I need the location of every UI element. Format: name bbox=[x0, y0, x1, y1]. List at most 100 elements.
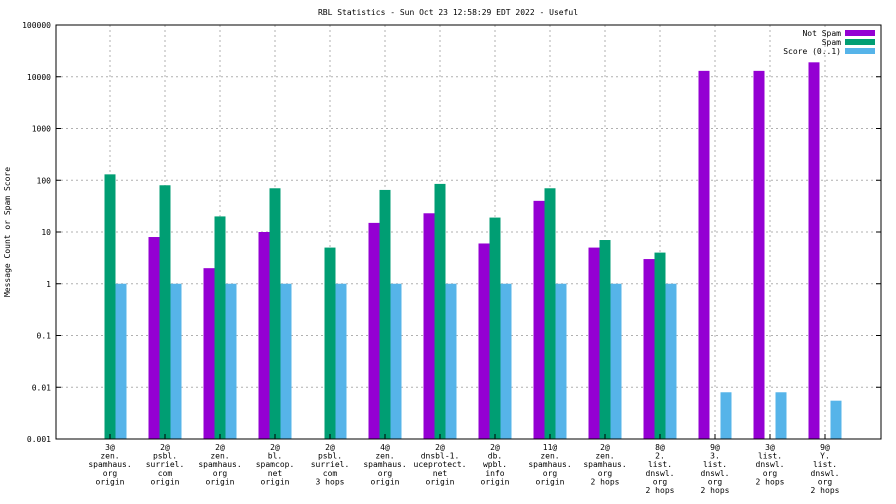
y-tick-label: 1000 bbox=[32, 125, 51, 134]
x-tick-label-line: zen. bbox=[595, 452, 614, 461]
x-tick-label-line: spamcop. bbox=[256, 460, 295, 469]
x-tick-label: 2@ dnsbl-1. uceprotect. net origin bbox=[414, 443, 467, 486]
x-tick-label-line: list. bbox=[648, 460, 672, 469]
x-tick-label-line: net bbox=[433, 469, 448, 478]
x-tick-label-line: dnswl. bbox=[701, 469, 730, 478]
y-tick-label: 10 bbox=[41, 228, 51, 237]
bar-spam bbox=[104, 174, 116, 439]
y-axis-label: Message Count or Spam Score bbox=[3, 167, 12, 297]
x-tick-label-line: 2@ bbox=[215, 443, 225, 452]
x-tick-label-line: spamhaus. bbox=[363, 460, 406, 469]
bar-spam bbox=[544, 188, 556, 439]
bar-score bbox=[555, 283, 567, 439]
x-tick-label-line: net bbox=[268, 469, 283, 478]
bar-not-spam bbox=[533, 200, 545, 439]
bar-not-spam bbox=[368, 222, 380, 439]
x-tick-label-line: info bbox=[485, 469, 504, 478]
x-tick-label: 2@ zen. spamhaus. org 2 hops bbox=[583, 443, 626, 486]
x-tick-label-line: list. bbox=[703, 460, 727, 469]
x-tick-label-line: 2@ bbox=[490, 443, 500, 452]
bar-score bbox=[720, 392, 732, 439]
bar-score bbox=[115, 283, 127, 439]
y-tick-label: 0.1 bbox=[37, 332, 52, 341]
x-tick-label-line: 9@ bbox=[820, 443, 830, 452]
legend-label: Score (0..1) bbox=[783, 47, 841, 56]
bar-spam bbox=[654, 252, 666, 439]
x-tick-label-line: origin bbox=[151, 477, 180, 486]
x-tick-label-line: com bbox=[158, 469, 173, 478]
bar-not-spam bbox=[423, 213, 435, 439]
x-tick-label-line: origin bbox=[96, 477, 125, 486]
bar-score bbox=[335, 283, 347, 439]
chart-title: RBL Statistics - Sun Oct 23 12:58:29 EDT… bbox=[318, 8, 578, 17]
plot-frame bbox=[55, 24, 882, 440]
x-tick-label-line: dnswl. bbox=[756, 460, 785, 469]
x-tick-label-line: org bbox=[598, 469, 613, 478]
x-tick-label-line: dnswl. bbox=[811, 469, 840, 478]
x-tick-label-line: bl. bbox=[268, 452, 282, 461]
x-tick-label-line: spamhaus. bbox=[88, 460, 131, 469]
x-tick-label-line: org bbox=[818, 477, 833, 486]
bar-spam bbox=[489, 217, 501, 439]
x-tick-label-line: psbl. bbox=[153, 452, 177, 461]
bar-score bbox=[665, 283, 677, 439]
x-tick-label-line: com bbox=[323, 469, 338, 478]
x-tick-label-line: wpbl. bbox=[483, 460, 507, 469]
bar-spam bbox=[324, 247, 336, 439]
x-tick-label-line: dnswl. bbox=[646, 469, 675, 478]
x-tick-label-line: 3 hops bbox=[316, 477, 345, 486]
bar-score bbox=[170, 283, 182, 439]
x-tick-label: 9@ 3. list. dnswl. org 2 hops bbox=[701, 443, 730, 495]
y-tick-label: 0.01 bbox=[32, 383, 51, 392]
x-tick-label-line: 3@ bbox=[765, 443, 775, 452]
bar-not-spam bbox=[643, 259, 655, 439]
bars bbox=[104, 62, 842, 440]
x-tick-label-line: origin bbox=[206, 477, 235, 486]
y-tick-label: 1 bbox=[46, 280, 51, 289]
x-tick-label-line: zen. bbox=[100, 452, 119, 461]
bar-score bbox=[610, 283, 622, 439]
bar-score bbox=[500, 283, 512, 439]
bar-spam bbox=[434, 183, 446, 439]
x-tick-label-line: surriel. bbox=[146, 460, 185, 469]
x-tick-label-line: 3@ bbox=[105, 443, 115, 452]
x-tick-label-line: 2 hops bbox=[646, 486, 675, 495]
bar-score bbox=[775, 392, 787, 439]
x-tick-label-line: zen. bbox=[210, 452, 229, 461]
bar-not-spam bbox=[478, 243, 490, 439]
x-tick-label-line: 2@ bbox=[270, 443, 280, 452]
x-tick-label-line: org bbox=[653, 477, 668, 486]
x-tick-label: 11@ zen. spamhaus. org origin bbox=[528, 443, 571, 486]
x-tick-label-line: spamhaus. bbox=[198, 460, 241, 469]
x-tick-label-line: 2 hops bbox=[591, 477, 620, 486]
bar-spam bbox=[599, 240, 611, 439]
x-tick-label: 4@ zen. spamhaus. org origin bbox=[363, 443, 406, 486]
x-tick-label-line: origin bbox=[261, 477, 290, 486]
x-tick-label-line: org bbox=[543, 469, 558, 478]
bar-score bbox=[280, 283, 292, 439]
x-tick-label-line: org bbox=[763, 469, 778, 478]
x-tick-label-line: 9@ bbox=[710, 443, 720, 452]
x-tick-label-line: uceprotect. bbox=[414, 460, 467, 469]
x-tick-label-line: 11@ bbox=[543, 443, 558, 452]
y-tick-label: 100000 bbox=[22, 21, 51, 30]
x-tick-label-line: org bbox=[213, 469, 228, 478]
legend-swatch bbox=[845, 48, 875, 54]
x-tick-label-line: zen. bbox=[375, 452, 394, 461]
x-tick-label-line: 2@ bbox=[160, 443, 170, 452]
y-tick-label: 0.001 bbox=[27, 435, 51, 444]
bar-not-spam bbox=[258, 232, 270, 439]
x-tick-label-line: origin bbox=[426, 477, 455, 486]
x-tick-label-line: origin bbox=[481, 477, 510, 486]
bar-score bbox=[445, 283, 457, 439]
x-tick-label-line: 2 hops bbox=[701, 486, 730, 495]
bar-not-spam bbox=[588, 247, 600, 439]
x-tick-label-line: dnsbl-1. bbox=[421, 452, 460, 461]
x-tick-label-line: list. bbox=[758, 452, 782, 461]
bar-spam bbox=[269, 188, 281, 439]
y-tick-label: 10000 bbox=[27, 73, 51, 82]
bar-spam bbox=[214, 216, 226, 439]
bar-not-spam bbox=[203, 268, 215, 439]
x-tick-label-line: 4@ bbox=[380, 443, 390, 452]
